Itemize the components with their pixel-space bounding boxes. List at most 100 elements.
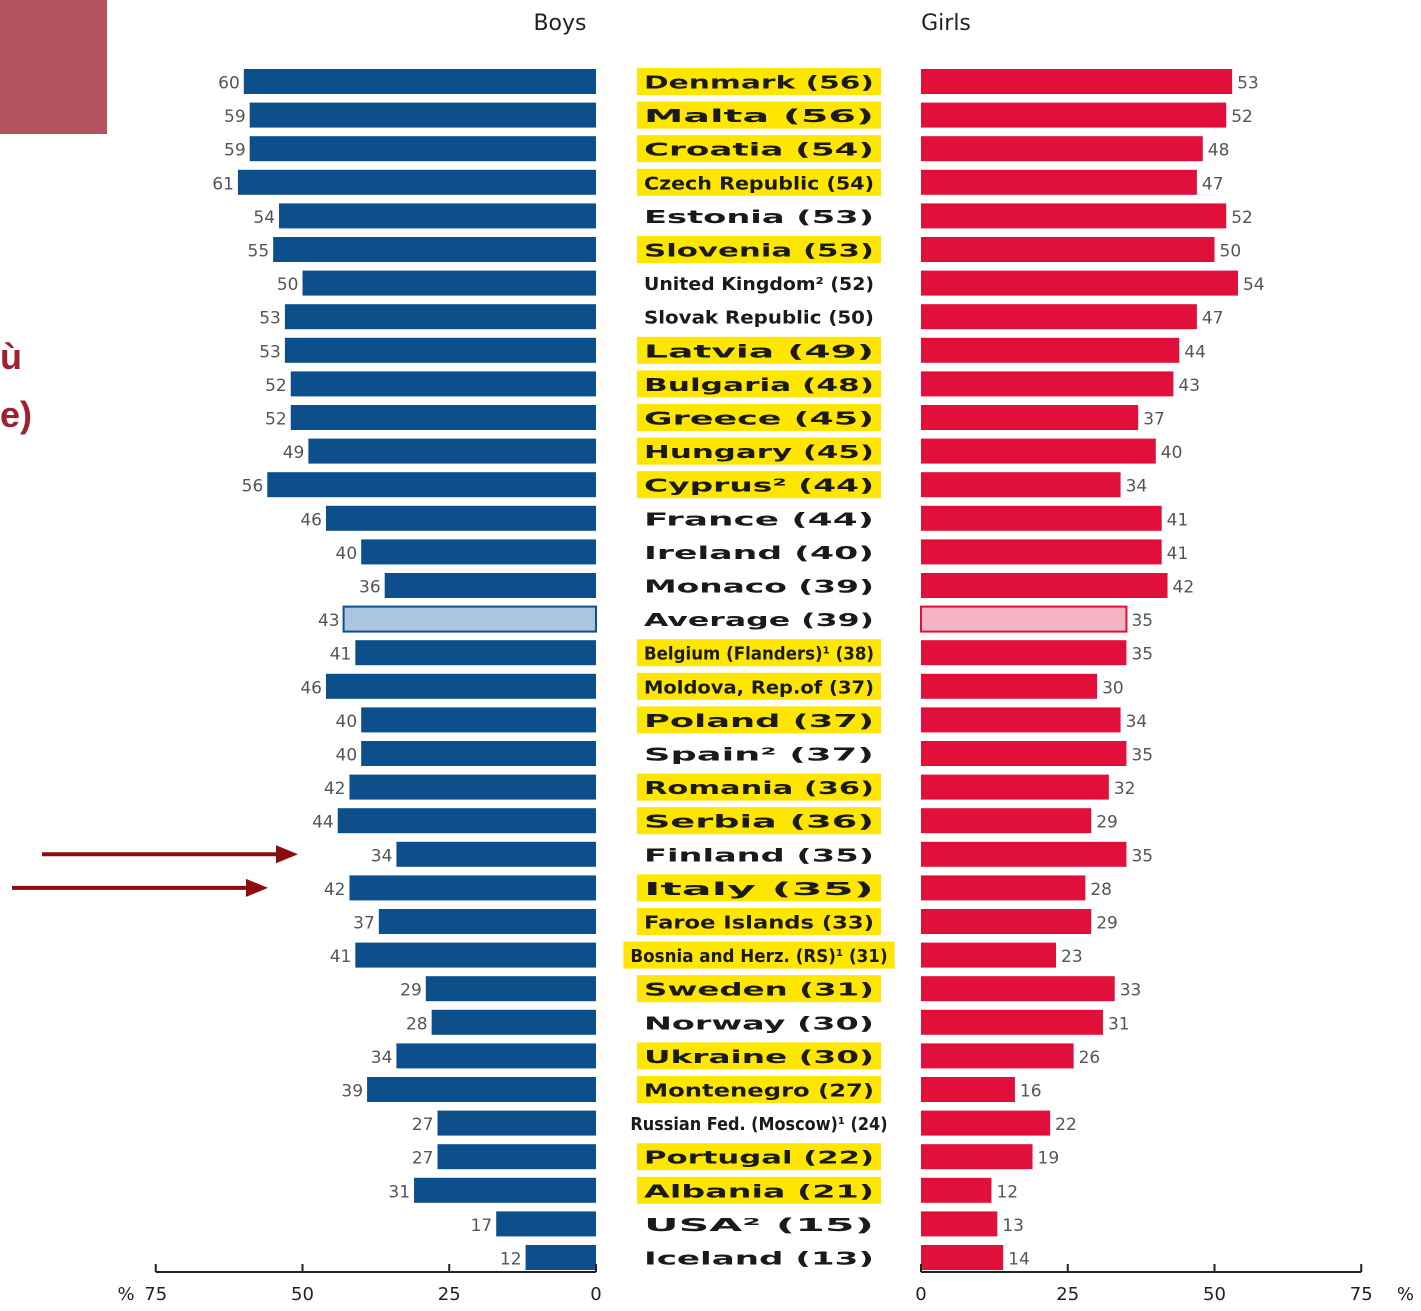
girls-bar: [921, 1009, 1103, 1035]
country-label: Italy (35): [644, 879, 874, 900]
girls-bar: [921, 909, 1092, 934]
boys-tick-label: 0: [590, 1284, 601, 1305]
boys-bar: [367, 1077, 596, 1102]
chart-row: 55 50 Slovenia (53): [248, 236, 1241, 263]
country-label: Estonia (53): [644, 207, 874, 228]
country-label-highlight: [637, 68, 881, 95]
boys-value-label: 27: [412, 1115, 434, 1135]
boys-bar: [496, 1211, 596, 1237]
girls-value-label: 35: [1131, 746, 1153, 766]
chart-row: 12 14 Iceland (13): [500, 1245, 1030, 1270]
boys-bar: [249, 136, 597, 162]
girls-value-label: 48: [1208, 141, 1230, 161]
boys-bar: [414, 1177, 596, 1203]
boys-value-label: 40: [336, 544, 358, 564]
girls-value-label: 44: [1184, 342, 1206, 362]
boys-value-label: 17: [471, 1216, 493, 1236]
boys-value-label: 31: [388, 1182, 410, 1202]
boys-bar: [355, 942, 596, 968]
country-label-highlight: [637, 168, 881, 196]
country-label: Greece (45): [644, 409, 874, 430]
girls-bar: [921, 640, 1127, 666]
slide-accent-box: [0, 0, 107, 134]
boys-value-label: 53: [259, 342, 281, 362]
boys-bar: [284, 304, 596, 330]
girls-value-label: 42: [1173, 578, 1195, 598]
girls-value-label: 34: [1126, 712, 1148, 732]
chart-row: 53 44 Latvia (49): [259, 336, 1206, 364]
boys-value-label: 29: [400, 981, 422, 1001]
boys-value-label: 12: [500, 1250, 522, 1270]
girls-bar: [921, 136, 1203, 162]
girls-bar: [921, 405, 1139, 430]
girls-tick-label: 25: [1056, 1284, 1079, 1305]
boys-bar: [431, 1009, 596, 1035]
chart-row: 40 35 Spain² (37): [336, 741, 1153, 766]
girls-bar: [921, 371, 1174, 397]
country-label-highlight: [637, 773, 881, 801]
girls-value-label: 29: [1096, 914, 1118, 934]
girls-value-label: 35: [1131, 611, 1153, 631]
girls-value-label: 32: [1114, 779, 1136, 799]
girls-value-label: 43: [1178, 376, 1200, 396]
girls-bar: [921, 673, 1098, 699]
girls-value-label: 35: [1131, 846, 1153, 866]
girls-tick-label: 0: [915, 1284, 926, 1305]
girls-value-label: 19: [1038, 1149, 1060, 1169]
boys-value-label: 41: [330, 645, 352, 665]
chart-row: 27 22 Russian Fed. (Moscow)¹ (24): [412, 1110, 1077, 1136]
boys-value-label: 59: [224, 141, 246, 161]
girls-bar: [921, 237, 1215, 262]
country-label: Croatia (54): [644, 140, 874, 161]
chart-row: 59 52 Malta (56): [224, 101, 1253, 129]
country-label: Portugal (22): [644, 1148, 874, 1169]
girls-value-label: 40: [1161, 443, 1183, 463]
chart-row: 27 19 Portugal (22): [412, 1143, 1060, 1171]
country-label: Monaco (39): [644, 577, 874, 598]
country-label: Slovak Republic (50): [644, 308, 874, 329]
country-label: Albania (21): [644, 1181, 874, 1202]
boys-bar: [302, 270, 596, 296]
boys-average-bar: [342, 605, 597, 633]
country-label-highlight: [637, 336, 881, 364]
boys-value-label: 39: [341, 1082, 363, 1102]
chart-row: 52 43 Bulgaria (48): [265, 370, 1200, 398]
boys-value-label: 44: [312, 813, 334, 833]
country-label-highlight: [637, 437, 881, 465]
girls-value-label: 41: [1167, 544, 1189, 564]
boys-value-label: 41: [330, 947, 352, 967]
country-label: Belgium (Flanders)¹ (38): [644, 644, 874, 665]
chart-row: 40 34 Poland (37): [336, 706, 1148, 734]
girls-bar: [921, 203, 1227, 229]
country-label: Norway (30): [644, 1013, 874, 1034]
girls-bar: [921, 1077, 1015, 1102]
girls-value-label: 31: [1108, 1014, 1130, 1034]
chart-row: 42 28 Italy (35): [324, 874, 1112, 902]
girls-bar: [921, 774, 1109, 800]
girls-value-label: 14: [1008, 1250, 1030, 1270]
country-label: Iceland (13): [644, 1249, 874, 1270]
country-label-highlight: [637, 471, 881, 499]
chart-row: 40 41 Ireland (40): [336, 539, 1189, 565]
boys-value-label: 40: [336, 746, 358, 766]
chart-row: 59 48 Croatia (54): [224, 135, 1230, 163]
girls-value-label: 12: [996, 1182, 1018, 1202]
country-label: Average (39): [644, 610, 874, 631]
chart-row: 41 35 Belgium (Flanders)¹ (38): [330, 639, 1153, 667]
boys-bar: [525, 1245, 596, 1270]
country-label: Serbia (36): [644, 812, 874, 833]
boys-value-label: 43: [318, 611, 340, 631]
boys-value-label: 37: [353, 914, 375, 934]
chart-row: 52 37 Greece (45): [265, 404, 1165, 431]
girls-value-label: 16: [1020, 1082, 1042, 1102]
country-label: Bulgaria (48): [644, 375, 874, 396]
chart-row: 39 16 Montenegro (27): [341, 1076, 1042, 1103]
girls-bar: [921, 841, 1127, 867]
country-label-highlight: [637, 807, 881, 835]
country-label: Spain² (37): [644, 745, 874, 766]
chart-row: 17 13 USA² (15): [471, 1211, 1024, 1237]
chart-row: 61 47 Czech Republic (54): [212, 168, 1224, 196]
girls-value-label: 47: [1202, 309, 1224, 329]
girls-value-label: 29: [1096, 813, 1118, 833]
boys-value-label: 40: [336, 712, 358, 732]
